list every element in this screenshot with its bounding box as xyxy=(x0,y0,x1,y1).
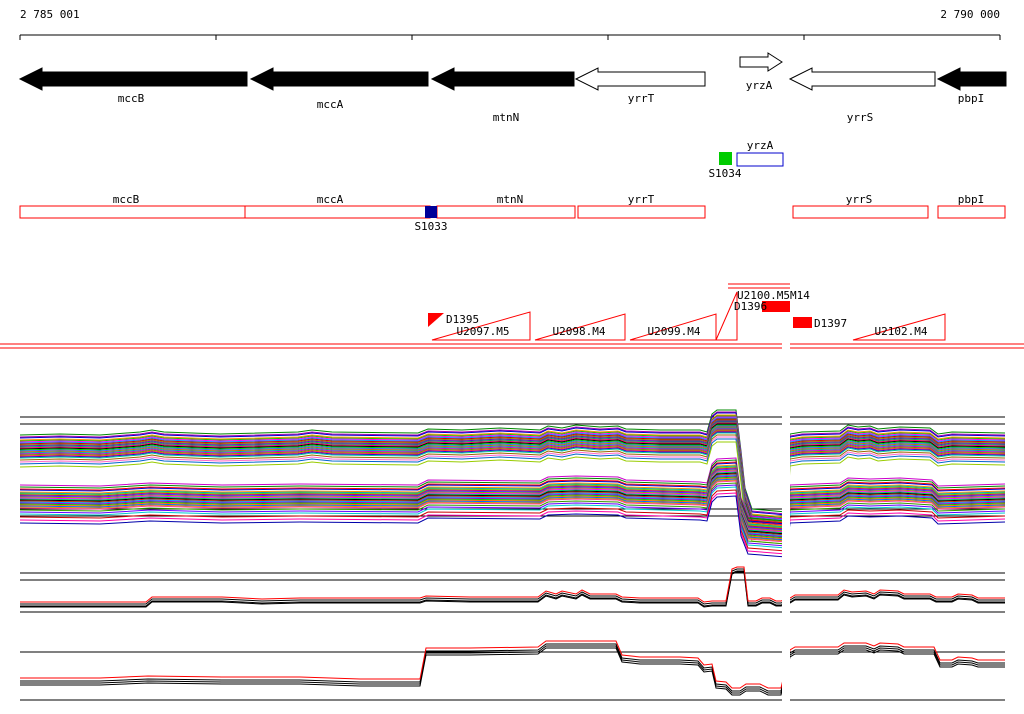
gene-box-label-mccA: mccA xyxy=(317,193,344,206)
track-gap xyxy=(782,338,790,706)
expression-series-band2 xyxy=(19,492,1006,555)
signal-series-track3 xyxy=(20,647,1005,696)
gene-arrow-label-yrrS: yrrS xyxy=(847,111,874,124)
gene-arrow-label-mccA: mccA xyxy=(317,98,344,111)
signal-series-track2 xyxy=(20,566,1005,603)
ruler-end-label: 2 790 000 xyxy=(940,8,1000,21)
segment-wedge-label-U2099.M4: U2099.M4 xyxy=(648,325,701,338)
segment-wedge-3[interactable] xyxy=(715,291,738,341)
gene-arrow-mccA[interactable] xyxy=(249,67,429,91)
expression-series-band1 xyxy=(19,427,1006,531)
gene-arrow-mccB[interactable] xyxy=(18,67,248,91)
probe-s1033[interactable] xyxy=(425,206,437,218)
expression-series-band1 xyxy=(19,418,1006,522)
feature-yrzA-box[interactable] xyxy=(736,152,784,167)
probe-s1033-label: S1033 xyxy=(414,220,447,233)
signal-series-track3 xyxy=(20,643,1005,692)
expression-series-band2 xyxy=(19,489,1006,552)
segment-block-label-D1397: D1397 xyxy=(814,317,847,330)
gene-arrow-label-yrzA: yrzA xyxy=(746,79,773,92)
expression-series-band2 xyxy=(19,457,1006,520)
expression-series-band1 xyxy=(19,421,1006,525)
gene-arrow-label-mccB: mccB xyxy=(118,92,145,105)
expression-series-band1 xyxy=(19,430,1006,534)
gene-box-label-yrrT: yrrT xyxy=(628,193,655,206)
expression-series-band1 xyxy=(19,415,1006,519)
expression-series-band1 xyxy=(19,431,1006,535)
ruler-start-label: 2 785 001 xyxy=(20,8,80,21)
segment-wedge-label-U2098.M4: U2098.M4 xyxy=(553,325,606,338)
signal-series-track2 xyxy=(20,571,1005,608)
expression-series-band2 xyxy=(19,482,1006,545)
expression-series-band2 xyxy=(19,480,1006,543)
gene-arrow-pbpI[interactable] xyxy=(936,67,1007,91)
gene-arrow-label-yrrT: yrrT xyxy=(628,92,655,105)
expression-series-band2 xyxy=(19,459,1006,522)
expression-series-band1 xyxy=(19,426,1006,530)
expression-series-band1 xyxy=(19,420,1006,524)
expression-series-band2 xyxy=(19,495,1006,558)
gene-box-mccB[interactable] xyxy=(19,205,246,219)
gene-box-label-mtnN: mtnN xyxy=(497,193,524,206)
expression-series-band1 xyxy=(19,428,1006,532)
probe-s1034[interactable] xyxy=(719,152,732,165)
gene-box-label-mccB: mccB xyxy=(113,193,140,206)
gene-box-yrrT[interactable] xyxy=(577,205,706,219)
expression-series-band2 xyxy=(19,462,1006,525)
expression-series-band1 xyxy=(19,419,1006,523)
expression-series-band1 xyxy=(19,417,1006,521)
segment-wedge-U2099.M4[interactable] xyxy=(629,313,717,341)
expression-series-band2 xyxy=(19,486,1006,549)
gene-box-mccA[interactable] xyxy=(244,205,431,219)
expression-series-band1 xyxy=(19,409,1006,513)
gene-arrow-yrrT[interactable] xyxy=(574,67,706,91)
segment-triangle-label-D1395: D1395 xyxy=(446,313,479,326)
expression-series-band1 xyxy=(19,422,1006,526)
signal-series-track2 xyxy=(20,568,1005,605)
segment-wedge-U2098.M4[interactable] xyxy=(534,313,626,341)
gene-arrow-mtnN[interactable] xyxy=(430,67,575,91)
gene-arrow-label-mtnN: mtnN xyxy=(493,111,520,124)
gene-box-yrrS[interactable] xyxy=(792,205,929,219)
segment-wedge-label-U2102.M4: U2102.M4 xyxy=(875,325,928,338)
signal-series-track3 xyxy=(20,645,1005,694)
gene-box-mtnN[interactable] xyxy=(436,205,576,219)
segment-wedge-U2102.M4[interactable] xyxy=(852,313,946,341)
gene-box-pbpI[interactable] xyxy=(937,205,1006,219)
segment-block-D1397[interactable] xyxy=(793,317,812,328)
expression-series-band1 xyxy=(19,416,1006,520)
expression-series-band1 xyxy=(19,434,1006,538)
segment-block-0[interactable] xyxy=(762,301,790,312)
expression-series-band1 xyxy=(19,412,1006,516)
segment-label-D1396: D1396 xyxy=(734,300,767,313)
gene-arrow-yrrS[interactable] xyxy=(788,67,936,91)
segment-wedge-U2097.M5[interactable] xyxy=(431,311,531,341)
segment-triangle-D1395[interactable] xyxy=(428,313,444,327)
expression-series-band1 xyxy=(19,425,1006,529)
expression-series-band2 xyxy=(19,484,1006,547)
signal-series-track2 xyxy=(20,570,1005,607)
expression-series-band1 xyxy=(19,432,1006,536)
expression-series-band1 xyxy=(19,424,1006,528)
gene-arrow-yrzA[interactable] xyxy=(739,52,783,72)
expression-series-band1 xyxy=(19,414,1006,518)
expression-series-band1 xyxy=(19,411,1006,515)
expression-series-band1 xyxy=(19,441,1006,545)
expression-series-band1 xyxy=(19,429,1006,533)
expression-series-band1 xyxy=(19,436,1006,540)
gene-box-label-yrrS: yrrS xyxy=(846,193,873,206)
probe-s1034-label: S1034 xyxy=(708,167,741,180)
gene-arrow-label-pbpI: pbpI xyxy=(958,92,985,105)
segment-label-U2100.M5M14: U2100.M5M14 xyxy=(737,289,810,302)
expression-series-band1 xyxy=(19,423,1006,527)
segment-wedge-label-U2097.M5: U2097.M5 xyxy=(457,325,510,338)
expression-series-band1 xyxy=(19,438,1006,542)
gene-box-label-pbpI: pbpI xyxy=(958,193,985,206)
signal-series-track3 xyxy=(20,640,1005,689)
feature-yrzA-label: yrzA xyxy=(747,139,774,152)
